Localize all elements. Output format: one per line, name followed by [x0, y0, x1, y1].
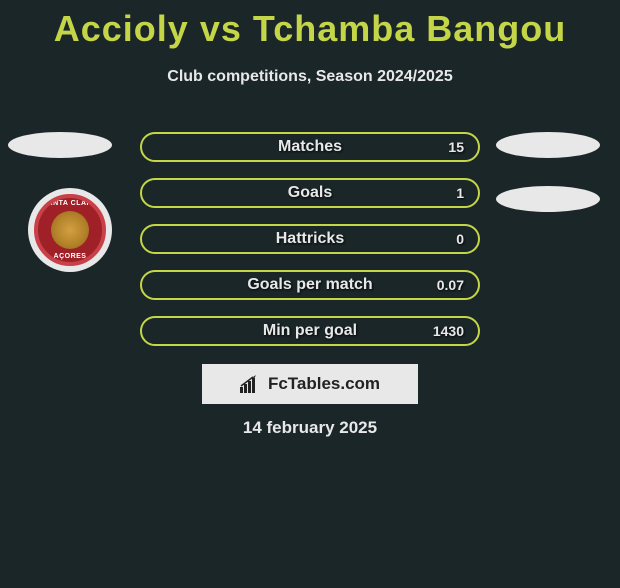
- stat-label: Hattricks: [276, 230, 344, 248]
- chart-icon: [240, 375, 262, 393]
- stat-value: 0: [456, 231, 464, 247]
- brand-box[interactable]: FcTables.com: [202, 364, 418, 404]
- badge-top-text: SANTA CLARA: [38, 200, 102, 207]
- stat-bar-goals-per-match: Goals per match 0.07: [140, 270, 480, 300]
- stat-bar-min-per-goal: Min per goal 1430: [140, 316, 480, 346]
- stat-value: 1430: [433, 323, 464, 339]
- eagle-icon: [51, 211, 89, 249]
- date-text: 14 february 2025: [0, 418, 620, 438]
- badge-bottom-text: AÇORES: [38, 253, 102, 260]
- club-badge-inner: SANTA CLARA AÇORES: [34, 194, 106, 266]
- brand-text: FcTables.com: [268, 374, 380, 394]
- player-right-oval-2: [496, 186, 600, 212]
- player-right-oval-1: [496, 132, 600, 158]
- player-left-oval: [8, 132, 112, 158]
- stat-label: Goals per match: [247, 276, 372, 294]
- stat-label: Goals: [288, 184, 332, 202]
- club-badge: SANTA CLARA AÇORES: [28, 188, 112, 272]
- stat-value: 1: [456, 185, 464, 201]
- page-title: Accioly vs Tchamba Bangou: [0, 8, 620, 50]
- stat-bar-goals: Goals 1: [140, 178, 480, 208]
- stat-value: 0.07: [437, 277, 464, 293]
- stat-label: Matches: [278, 138, 342, 156]
- subtitle: Club competitions, Season 2024/2025: [0, 68, 620, 86]
- stat-bar-matches: Matches 15: [140, 132, 480, 162]
- stat-bar-hattricks: Hattricks 0: [140, 224, 480, 254]
- stat-label: Min per goal: [263, 322, 357, 340]
- stat-value: 15: [448, 139, 464, 155]
